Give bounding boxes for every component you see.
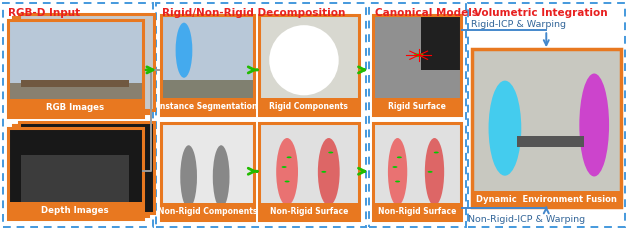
Text: RGB-D Input: RGB-D Input (8, 8, 79, 18)
Bar (373, 15, 461, 115)
Ellipse shape (579, 73, 609, 176)
Bar (8, 99, 143, 116)
Bar (259, 123, 358, 220)
Text: Rigid Surface: Rigid Surface (388, 102, 446, 111)
Bar (8, 128, 143, 219)
Bar (472, 49, 621, 207)
Bar (13, 125, 148, 216)
Bar (373, 123, 461, 220)
Bar (472, 49, 621, 207)
Bar (472, 49, 621, 207)
Circle shape (397, 156, 402, 158)
Ellipse shape (212, 145, 230, 208)
Text: Depth Images: Depth Images (41, 206, 109, 215)
Text: Non-Rigid Surface: Non-Rigid Surface (269, 207, 348, 216)
Bar (8, 128, 143, 219)
Bar (8, 20, 143, 116)
Circle shape (434, 152, 439, 154)
Bar (8, 83, 143, 116)
Bar (161, 123, 253, 220)
Bar (19, 122, 154, 213)
Text: Non-Rigid Components: Non-Rigid Components (157, 207, 257, 216)
Ellipse shape (425, 138, 444, 206)
Ellipse shape (488, 81, 522, 176)
Bar (21, 80, 129, 88)
Bar (421, 15, 461, 70)
Bar (259, 123, 358, 220)
Bar (161, 98, 253, 115)
Bar (472, 191, 621, 207)
Text: Canonical Models: Canonical Models (376, 8, 479, 18)
Bar (468, 3, 625, 227)
Ellipse shape (388, 138, 407, 206)
Text: Dynamic  Environment Fusion: Dynamic Environment Fusion (476, 195, 617, 204)
Text: Instance Segmentation: Instance Segmentation (157, 102, 257, 111)
Bar (161, 80, 253, 115)
Circle shape (413, 53, 424, 57)
Circle shape (395, 181, 400, 182)
Bar (259, 15, 358, 115)
Bar (21, 155, 129, 206)
Bar (373, 203, 461, 220)
Bar (373, 15, 461, 115)
Bar (8, 20, 143, 83)
Bar (259, 123, 358, 220)
Bar (3, 3, 153, 227)
Text: Non-Rigid Surface: Non-Rigid Surface (378, 207, 456, 216)
Bar (373, 123, 461, 220)
Bar (161, 15, 253, 115)
Circle shape (392, 166, 397, 168)
Circle shape (285, 181, 290, 182)
Circle shape (328, 152, 333, 154)
Bar (8, 128, 143, 219)
Bar (259, 98, 358, 115)
Text: Rigid Components: Rigid Components (269, 102, 348, 111)
Circle shape (428, 171, 433, 173)
Bar (161, 123, 253, 220)
Ellipse shape (318, 138, 340, 206)
Ellipse shape (180, 145, 197, 208)
Bar (13, 17, 148, 113)
Circle shape (287, 156, 292, 158)
Text: Rigid-ICP & Warping: Rigid-ICP & Warping (471, 20, 566, 29)
Bar (161, 123, 253, 220)
Ellipse shape (175, 23, 193, 78)
Bar (8, 20, 143, 116)
Bar (156, 3, 366, 227)
Bar (161, 15, 253, 80)
Bar (259, 15, 358, 115)
Bar (373, 15, 461, 115)
Circle shape (282, 166, 287, 168)
Bar (259, 15, 358, 115)
Bar (161, 15, 253, 115)
Text: Volumetric Integration: Volumetric Integration (474, 8, 608, 18)
Circle shape (321, 171, 326, 173)
Text: Non-Rigid-ICP & Warping: Non-Rigid-ICP & Warping (468, 215, 585, 223)
Text: Rigid/Non-Rigid Decomposition: Rigid/Non-Rigid Decomposition (162, 8, 346, 18)
Bar (8, 202, 143, 219)
Bar (259, 203, 358, 220)
Ellipse shape (269, 25, 339, 95)
Bar (161, 203, 253, 220)
Bar (369, 3, 466, 227)
Text: RGB Images: RGB Images (46, 103, 104, 112)
Ellipse shape (276, 138, 298, 206)
Bar (19, 14, 154, 110)
Bar (517, 136, 584, 147)
Bar (373, 98, 461, 115)
Bar (373, 123, 461, 220)
